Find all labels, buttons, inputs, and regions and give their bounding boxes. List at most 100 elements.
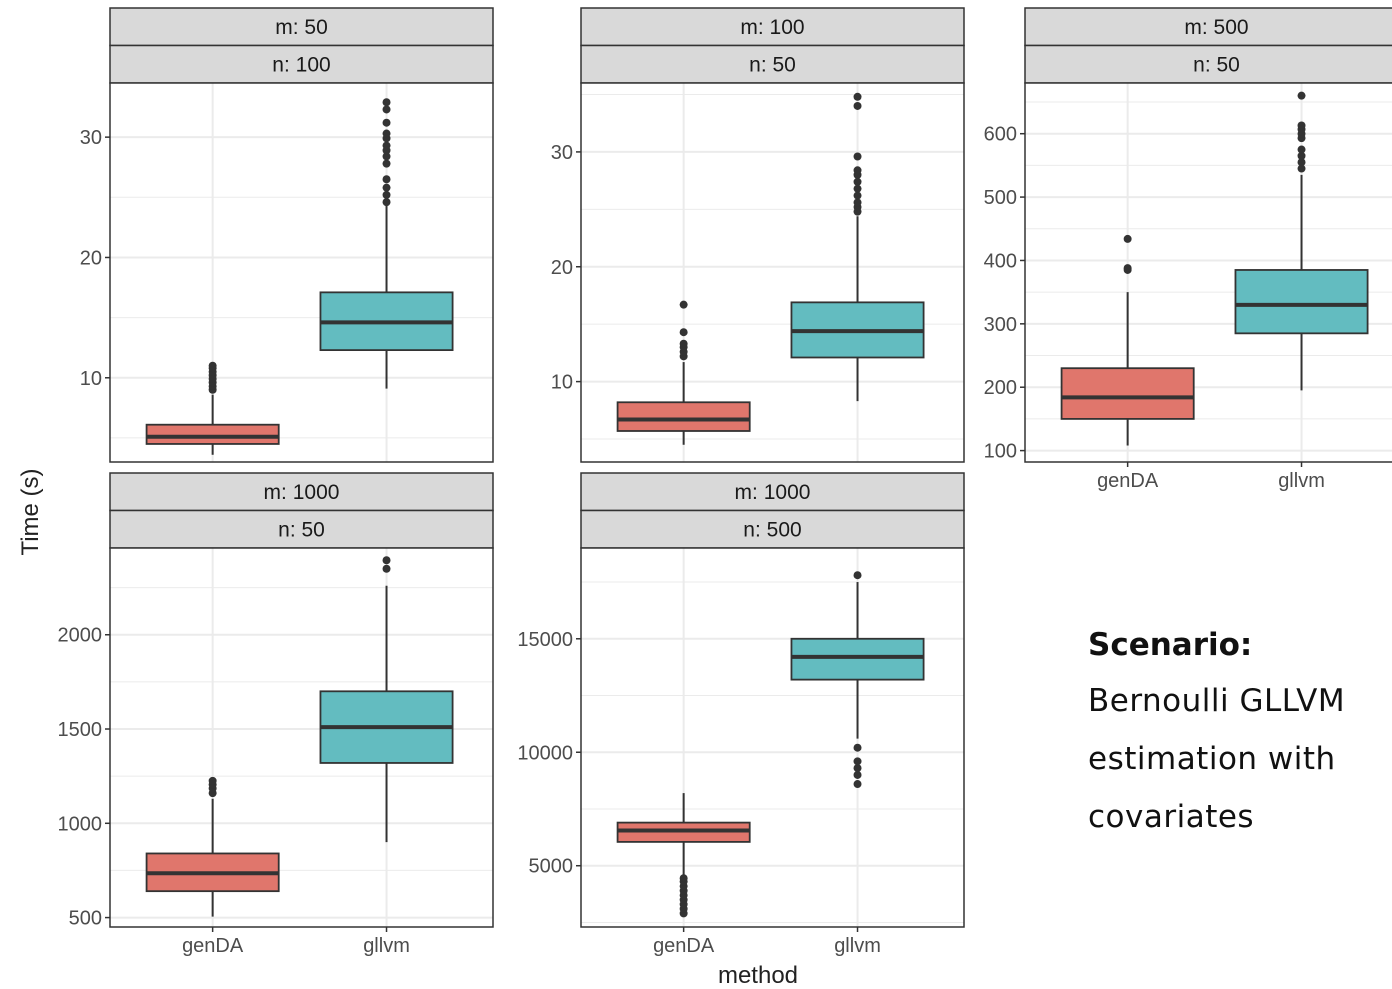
box-genDA — [616, 300, 751, 445]
y-tick-label: 500 — [984, 187, 1017, 209]
y-tick-label: 10 — [551, 372, 573, 394]
box-gllvm — [319, 556, 454, 843]
box-gllvm — [790, 92, 925, 402]
y-tick-label: 10000 — [517, 742, 573, 764]
box-gllvm — [790, 571, 925, 789]
facet-strip — [580, 7, 965, 47]
outlier-point — [853, 92, 862, 101]
outlier-point — [382, 129, 391, 138]
facet-strip — [580, 44, 965, 84]
outlier-point — [853, 571, 862, 580]
facet-strip — [1024, 44, 1392, 84]
outlier-point — [679, 328, 688, 337]
outlier-point — [853, 764, 862, 773]
scenario-annotation: Scenario: Bernoulli GLLVM estimation wit… — [1088, 618, 1392, 846]
facet-strip — [109, 44, 494, 84]
outlier-point — [853, 780, 862, 789]
facet-strip — [109, 472, 494, 512]
facet-strip — [580, 472, 965, 512]
plot-background — [581, 548, 964, 927]
box-gllvm — [319, 98, 454, 389]
outlier-point — [679, 300, 688, 309]
y-tick-label: 5000 — [529, 856, 574, 878]
facet-strip-label: m: 1000 — [264, 481, 340, 504]
x-tick-label: genDA — [653, 935, 715, 957]
plot-background — [110, 83, 493, 462]
facet-strip — [1024, 7, 1392, 47]
outlier-point — [853, 770, 862, 779]
outlier-point — [679, 874, 688, 883]
box-genDA — [145, 361, 280, 455]
iqr-box — [790, 637, 925, 681]
scenario-line-1: Bernoulli GLLVM — [1088, 683, 1346, 719]
facet-strip-label: n: 50 — [749, 54, 796, 77]
outlier-point — [1297, 164, 1306, 173]
y-tick-label: 20 — [80, 247, 102, 269]
outlier-point — [382, 98, 391, 107]
x-tick-label: gllvm — [1278, 470, 1325, 492]
x-tick-label: gllvm — [363, 935, 410, 957]
outlier-point — [1297, 151, 1306, 160]
y-tick-label: 600 — [984, 124, 1017, 146]
y-tick-label: 30 — [551, 142, 573, 164]
facet-strip-label: m: 50 — [275, 16, 328, 39]
facet-strip — [109, 509, 494, 549]
outlier-point — [382, 152, 391, 161]
y-tick-label: 400 — [984, 250, 1017, 272]
x-tick-label: genDA — [182, 935, 244, 957]
facet-strip-label: n: 50 — [1193, 54, 1240, 77]
outlier-point — [208, 776, 217, 785]
y-tick-label: 1500 — [58, 719, 103, 741]
y-tick-label: 300 — [984, 314, 1017, 336]
box-genDA — [145, 776, 280, 917]
outlier-point — [1123, 264, 1132, 273]
facet-strip-label: m: 1000 — [735, 481, 811, 504]
outlier-point — [382, 141, 391, 150]
box-gllvm — [1234, 91, 1369, 391]
y-tick-label: 30 — [80, 127, 102, 149]
outlier-point — [679, 339, 688, 348]
x-axis-label: method — [718, 962, 798, 989]
outlier-point — [853, 166, 862, 175]
panel-border — [109, 547, 494, 928]
facet-panel-2: m: 100 n: 50 10 20 30 — [551, 7, 965, 463]
facet-panel-1: m: 50 n: 100 10 20 30 — [80, 7, 494, 463]
y-tick-label: 15000 — [517, 629, 573, 651]
outlier-point — [382, 118, 391, 127]
panel-border — [109, 82, 494, 463]
box-series — [616, 571, 925, 918]
box-series — [145, 98, 454, 455]
y-axis-label: Time (s) — [17, 468, 44, 555]
outlier-point — [853, 101, 862, 110]
outlier-point — [1297, 145, 1306, 154]
iqr-box — [616, 401, 751, 432]
outlier-point — [1297, 91, 1306, 100]
outlier-point — [382, 198, 391, 207]
outlier-point — [853, 743, 862, 752]
facet-strip-label: n: 100 — [272, 54, 330, 77]
outlier-point — [1297, 121, 1306, 130]
facet-strip-label: n: 50 — [278, 519, 325, 542]
facet-panel-4: m: 1000 n: 50 500 1000 1500 2000 genDA gllvm — [58, 472, 494, 957]
outlier-point — [853, 177, 862, 186]
outlier-point — [382, 183, 391, 192]
facet-panel-3: m: 500 n: 50 100 200 300 400 500 600 genDA gllvm — [984, 7, 1392, 492]
y-tick-label: 200 — [984, 377, 1017, 399]
y-tick-label: 1000 — [58, 813, 103, 835]
box-genDA — [1060, 234, 1195, 446]
outlier-point — [853, 191, 862, 200]
y-tick-label: 500 — [69, 908, 102, 930]
iqr-box — [1234, 269, 1369, 335]
y-tick-label: 100 — [984, 441, 1017, 463]
panel-border — [580, 547, 965, 928]
box-series — [1060, 91, 1369, 446]
gridlines — [110, 83, 493, 462]
facet-panel-5: m: 1000 n: 500 5000 10000 15000 genDA gllvm — [517, 472, 965, 957]
scenario-line-2: estimation with — [1088, 741, 1336, 777]
facet-strip-label: m: 500 — [1184, 16, 1248, 39]
outlier-point — [853, 184, 862, 193]
panel-border — [580, 82, 965, 463]
box-series — [616, 92, 925, 445]
x-tick-label: genDA — [1097, 470, 1159, 492]
